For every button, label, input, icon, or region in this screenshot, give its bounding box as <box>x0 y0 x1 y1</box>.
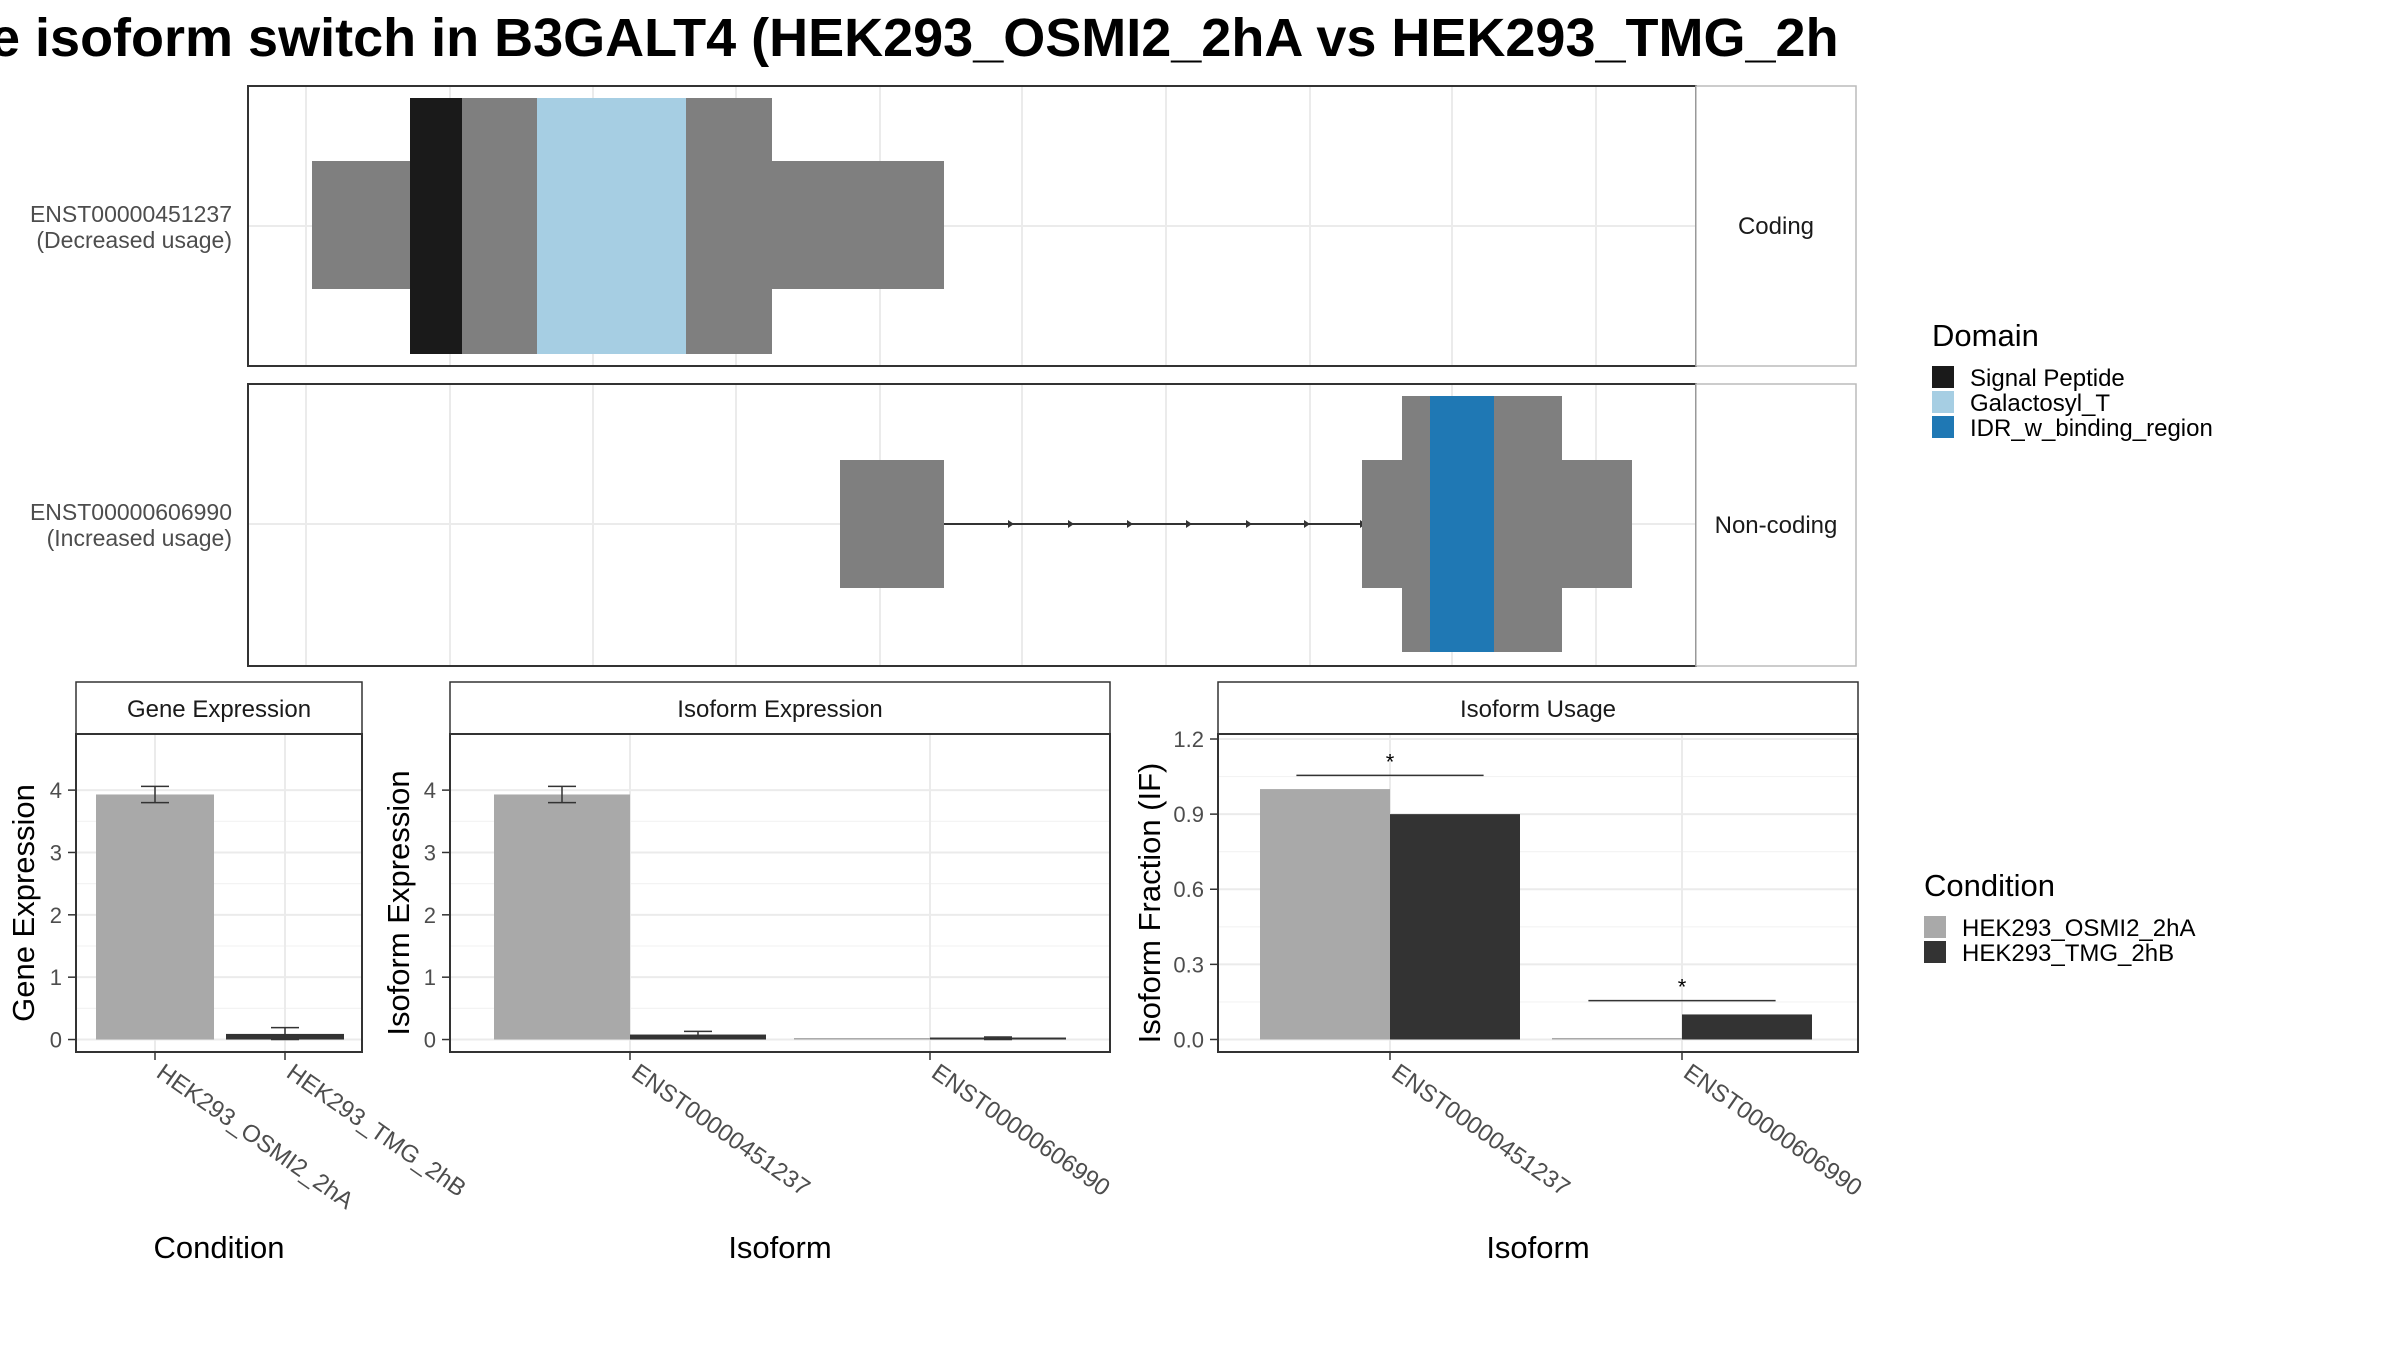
y-tick-label: 0 <box>424 1028 436 1053</box>
panel-strip <box>1217 681 1859 735</box>
y-tick-label: 4 <box>424 778 436 803</box>
legend-key-galactosyl-t <box>1932 391 1954 413</box>
x-axis-title: Isoform <box>728 1230 831 1265</box>
x-tick-label: ENST00000606990 <box>927 1059 1115 1202</box>
isoform-structure-panel: Coding ENST00000451237 (Decreased usage) <box>30 85 1857 667</box>
panel-title: Gene Expression <box>127 696 311 723</box>
y-tick-label: 0.6 <box>1173 877 1204 902</box>
isoform-2-exons <box>840 396 1632 652</box>
bar <box>794 1038 930 1040</box>
legend-key-cond-a <box>1924 916 1946 938</box>
y-tick-label: 3 <box>424 840 436 865</box>
panel-title: Isoform Expression <box>677 696 882 723</box>
isoform-1-id: ENST00000451237 <box>30 201 232 227</box>
chart-panel-2: Isoform Expression 0 1 2 3 4 ENST00000451237 EN… <box>381 681 1115 1265</box>
isoform-2-id: ENST00000606990 <box>30 499 232 525</box>
intron-arrows <box>1008 520 1366 528</box>
figure-title: e isoform switch in B3GALT4 (HEK293_OSMI… <box>0 8 1839 68</box>
isoform-1-usage: (Decreased usage) <box>36 227 232 253</box>
y-axis-title: Isoform Fraction (IF) <box>1132 763 1167 1044</box>
y-axis-title: Isoform Expression <box>381 770 416 1035</box>
legend-key-idr <box>1932 416 1954 438</box>
y-tick-label: 0.9 <box>1173 802 1204 827</box>
domain-signal-peptide <box>410 98 462 354</box>
y-tick-label: 0.0 <box>1173 1027 1204 1052</box>
condition-legend: Condition HEK293_OSMI2_2hA HEK293_TMG_2h… <box>1924 868 2195 967</box>
chart-panel-3: Isoform Usage * * 0.0 0.3 0.6 0.9 1.2 ENST000004… <box>1132 681 1867 1265</box>
y-tick-label: 1 <box>424 965 436 990</box>
structure-strip-1 <box>1695 85 1857 367</box>
y-axis-title: Gene Expression <box>6 784 41 1022</box>
x-tick-label: ENST00000451237 <box>1387 1059 1575 1202</box>
bar-chart-panels: Gene Expression01234HEK293_OSMI2_2hAHEK2… <box>6 681 1867 1265</box>
legend-label-galactosyl-t: Galactosyl_T <box>1970 390 2110 417</box>
y-tick-label: 3 <box>50 840 62 865</box>
isoform-1-exons <box>312 98 944 354</box>
x-tick-label: ENST00000451237 <box>627 1059 815 1202</box>
condition-legend-title: Condition <box>1924 868 2055 903</box>
legend-key-signal-peptide <box>1932 366 1954 388</box>
x-tick-label: ENST00000606990 <box>1679 1059 1867 1202</box>
panel-border <box>75 733 363 1053</box>
structure-strip-2 <box>1695 383 1857 667</box>
y-tick-label: 1.2 <box>1173 727 1204 752</box>
bar <box>1260 789 1390 1040</box>
legend-label-cond-a: HEK293_OSMI2_2hA <box>1962 915 2195 942</box>
panel-border <box>449 733 1111 1053</box>
y-tick-label: 2 <box>424 903 436 928</box>
x-axis-title: Isoform <box>1486 1230 1589 1265</box>
legend-key-cond-b <box>1924 941 1946 963</box>
y-tick-label: 1 <box>50 965 62 990</box>
significance-star: * <box>1386 749 1395 774</box>
bar <box>1552 1037 1682 1040</box>
bar <box>1390 814 1520 1040</box>
exon <box>840 460 944 588</box>
panel-title: Isoform Usage <box>1460 696 1616 723</box>
bar <box>1682 1014 1812 1040</box>
facet-label-coding: Coding <box>1738 213 1814 240</box>
legend-label-cond-b: HEK293_TMG_2hB <box>1962 940 2174 967</box>
panel-border <box>1217 733 1859 1053</box>
y-tick-label: 2 <box>50 903 62 928</box>
domain-legend: Domain Signal Peptide Galactosyl_T IDR_w… <box>1932 318 2213 442</box>
x-axis-title: Condition <box>154 1230 285 1265</box>
chart-panel-1: Gene Expression01234HEK293_OSMI2_2hAHEK2… <box>6 681 471 1265</box>
y-tick-label: 4 <box>50 778 62 803</box>
y-tick-label: 0 <box>50 1028 62 1053</box>
significance-star: * <box>1678 975 1687 1000</box>
bar <box>494 794 630 1040</box>
bar <box>96 794 214 1040</box>
domain-galactosyl-t <box>537 98 686 354</box>
panel-strip <box>449 681 1111 735</box>
domain-legend-title: Domain <box>1932 318 2039 353</box>
domain-idr-binding <box>1430 396 1494 652</box>
facet-label-noncoding: Non-coding <box>1715 512 1838 539</box>
isoform-2-usage: (Increased usage) <box>47 525 232 551</box>
panel-strip <box>75 681 363 735</box>
y-tick-label: 0.3 <box>1173 952 1204 977</box>
legend-label-signal-peptide: Signal Peptide <box>1970 365 2125 392</box>
legend-label-idr: IDR_w_binding_region <box>1970 415 2213 442</box>
